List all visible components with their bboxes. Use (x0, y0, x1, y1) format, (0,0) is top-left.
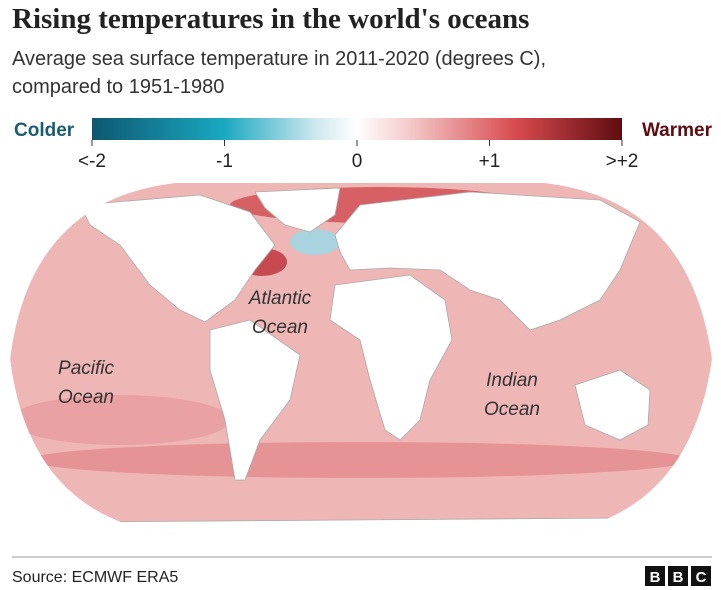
tick-label: 0 (352, 151, 363, 172)
tick-label: <-2 (78, 151, 106, 172)
ocean-labels: Atlantic Ocean Pacific Ocean Indian Ocean (58, 288, 540, 420)
north-america (79, 194, 276, 323)
ocean-label: Ocean (58, 387, 114, 408)
eurasia (334, 191, 641, 331)
ocean-label: Ocean (252, 317, 308, 338)
legend-right-label: Warmer (642, 120, 713, 141)
logo-box (668, 566, 688, 586)
logo-letter: B (673, 569, 684, 586)
logo-box (691, 566, 711, 586)
tick-label: +1 (479, 151, 501, 172)
map (10, 183, 712, 535)
logo-letter: C (696, 569, 707, 586)
title: Rising temperatures in the world's ocean… (12, 3, 529, 35)
warm-band (10, 395, 230, 445)
africa (329, 274, 453, 441)
south-america (209, 319, 301, 481)
antarctica (58, 517, 661, 535)
color-scale (92, 118, 622, 140)
ocean-label: Indian (486, 370, 538, 391)
logo-box (645, 566, 665, 586)
ocean-label: Ocean (484, 399, 540, 420)
legend-left-label: Colder (14, 120, 75, 141)
greenland (254, 187, 341, 233)
ocean-label: Pacific (58, 358, 114, 379)
ocean-label: Atlantic (248, 288, 312, 309)
warm-band (30, 442, 690, 478)
australia (574, 369, 651, 441)
source: Source: ECMWF ERA5 (12, 569, 178, 586)
subtitle: compared to 1951-1980 (12, 76, 224, 98)
logo-letter: B (650, 569, 661, 586)
subtitle: Average sea surface temperature in 2011-… (12, 48, 546, 70)
tick-label: -1 (216, 151, 233, 172)
tick-label: >+2 (606, 151, 639, 172)
cold-patch (290, 229, 340, 255)
legend-ticks: <-2 -1 0 +1 >+2 (78, 140, 638, 172)
